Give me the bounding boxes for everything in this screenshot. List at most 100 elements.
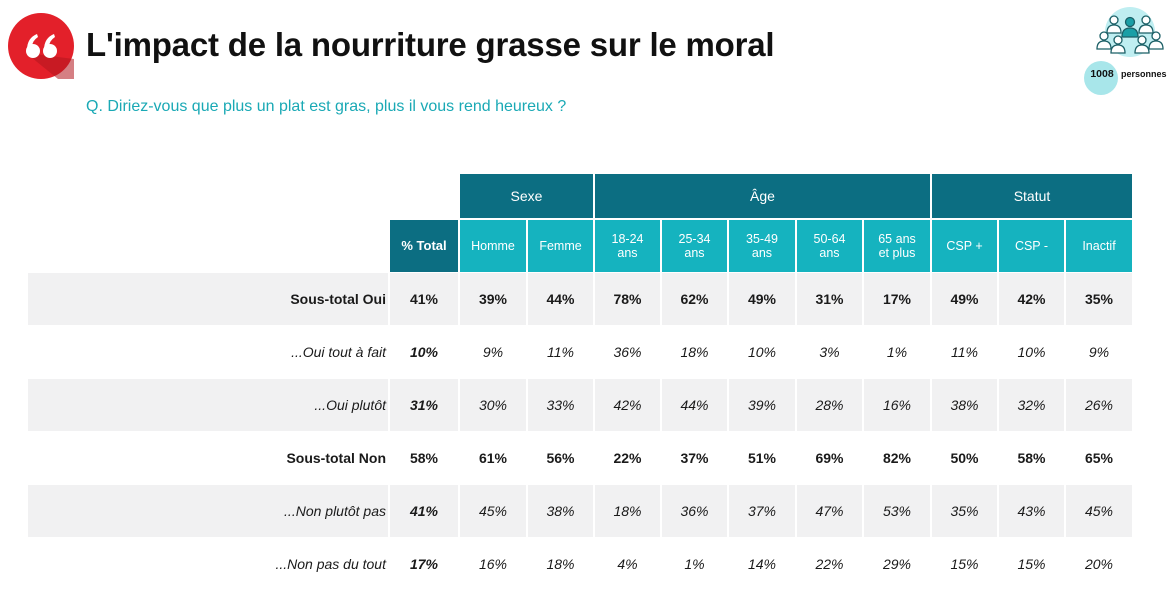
table-cell: 17%	[864, 273, 930, 325]
table-cell: 9%	[482, 344, 504, 360]
column-header: 65 ans et plus	[864, 220, 930, 272]
total-cell: 41%	[390, 273, 458, 325]
column-header-line2: ans	[684, 246, 705, 260]
page-title: L'impact de la nourriture grasse sur le …	[86, 26, 775, 63]
column-header: 50-64 ans	[797, 220, 862, 272]
column-header-line1: 35-49	[746, 232, 778, 246]
sample-count: 1008	[1090, 68, 1114, 80]
table-cell: 37%	[729, 485, 795, 537]
column-header-line1: 18-24	[611, 232, 644, 246]
table-cell: 11%	[951, 344, 978, 360]
table-cell: 39%	[460, 273, 526, 325]
table-cell: 32%	[999, 379, 1064, 431]
column-header: 25-34 ans	[662, 220, 727, 272]
table-cell: 38%	[932, 379, 997, 431]
table-cell: 69%	[815, 450, 844, 466]
table-cell: 4%	[617, 556, 638, 572]
table-cell: 78%	[595, 273, 660, 325]
table-cell: 35%	[932, 485, 997, 537]
row-label: ...Oui tout à fait	[291, 344, 386, 360]
sample-size-badge: 1008 personnes	[1080, 6, 1172, 95]
table-cell: 50%	[950, 450, 979, 466]
total-cell: 31%	[390, 379, 458, 431]
column-header-line1: Inactif	[1082, 239, 1116, 253]
table-row: ...Oui plutôt 31% 30% 33% 42% 44% 39% 28% 16% 38%…	[28, 379, 1132, 431]
column-header-total: % Total	[390, 220, 458, 272]
table-cell: 20%	[1084, 556, 1114, 572]
table-cell: 26%	[1066, 379, 1132, 431]
table-cell: 9%	[1088, 344, 1110, 360]
table-cell: 15%	[950, 556, 979, 572]
column-header-line1: CSP -	[1014, 239, 1049, 253]
table-cell: 49%	[729, 273, 795, 325]
table-cell: 42%	[999, 273, 1064, 325]
table-cell: 35%	[1066, 273, 1132, 325]
column-header-line2: et plus	[878, 246, 916, 260]
group-header-statut: Statut	[932, 174, 1132, 218]
column-header-line1: Homme	[471, 239, 515, 253]
column-header-line1: CSP +	[946, 239, 983, 253]
table-cell: 44%	[662, 379, 727, 431]
table-row: Sous-total Oui 41% 39% 44% 78% 62% 49% 31% 17% 49…	[28, 273, 1132, 325]
table-cell: 36%	[662, 485, 727, 537]
table-cell: 14%	[747, 556, 777, 572]
table-cell: 30%	[460, 379, 526, 431]
row-label: ...Non plutôt pas	[28, 485, 388, 537]
quote-badge	[8, 13, 74, 79]
table-row: ...Oui tout à fait 10% 9% 11% 36% 18% 10% 3% 1% 1…	[28, 326, 1132, 378]
column-header-line1: 65 ans	[878, 232, 916, 246]
table-cell: 16%	[478, 556, 508, 572]
column-header: CSP +	[932, 220, 997, 272]
column-header: Femme	[528, 220, 593, 272]
column-header-line2: ans	[617, 246, 638, 260]
table-row: ...Non pas du tout 17% 16% 18% 4% 1% 14% 22% 29%…	[28, 538, 1132, 590]
table-cell: 51%	[747, 450, 777, 466]
table-cell: 65%	[1084, 450, 1114, 466]
group-header-sexe: Sexe	[460, 174, 593, 218]
table-cell: 62%	[662, 273, 727, 325]
table-cell: 45%	[460, 485, 526, 537]
column-header: 35-49 ans	[729, 220, 795, 272]
table-cell: 1%	[886, 344, 908, 360]
table-cell: 1%	[684, 556, 705, 572]
column-header-line1: 50-64	[813, 232, 846, 246]
total-cell: 17%	[409, 556, 439, 572]
table-cell: 15%	[1017, 556, 1046, 572]
row-label: Sous-total Non	[286, 450, 386, 466]
table-cell: 56%	[546, 450, 575, 466]
table-cell: 18%	[680, 344, 709, 360]
table-cell: 33%	[528, 379, 593, 431]
column-header-line2: ans	[819, 246, 840, 260]
table-cell: 61%	[478, 450, 508, 466]
row-label: Sous-total Oui	[28, 273, 388, 325]
column-header-line2: ans	[751, 246, 773, 260]
table-row: Sous-total Non 58% 61% 56% 22% 37% 51% 69% 82% 50…	[28, 432, 1132, 484]
table-cell: 45%	[1066, 485, 1132, 537]
column-header-line1: Femme	[539, 239, 582, 253]
table-cell: 53%	[864, 485, 930, 537]
table-cell: 18%	[546, 556, 575, 572]
table-cell: 82%	[882, 450, 912, 466]
column-header: CSP -	[999, 220, 1064, 272]
table-cell: 42%	[595, 379, 660, 431]
column-header: 18-24 ans	[595, 220, 660, 272]
table-cell: 22%	[815, 556, 844, 572]
total-cell: 10%	[409, 344, 439, 360]
table-cell: 11%	[547, 344, 574, 360]
table-cell: 10%	[747, 344, 777, 360]
table-cell: 28%	[797, 379, 862, 431]
table-cell: 3%	[819, 344, 840, 360]
total-cell: 58%	[409, 450, 439, 466]
table-cell: 16%	[864, 379, 930, 431]
survey-question: Q. Diriez-vous que plus un plat est gras…	[86, 98, 567, 115]
table-cell: 22%	[613, 450, 642, 466]
total-cell: 41%	[390, 485, 458, 537]
column-header: Homme	[460, 220, 526, 272]
table-cell: 31%	[797, 273, 862, 325]
table-cell: 49%	[932, 273, 997, 325]
table-cell: 37%	[680, 450, 709, 466]
table-cell: 29%	[882, 556, 912, 572]
table-cell: 10%	[1017, 344, 1046, 360]
table-cell: 18%	[595, 485, 660, 537]
row-label: ...Non pas du tout	[275, 556, 386, 572]
